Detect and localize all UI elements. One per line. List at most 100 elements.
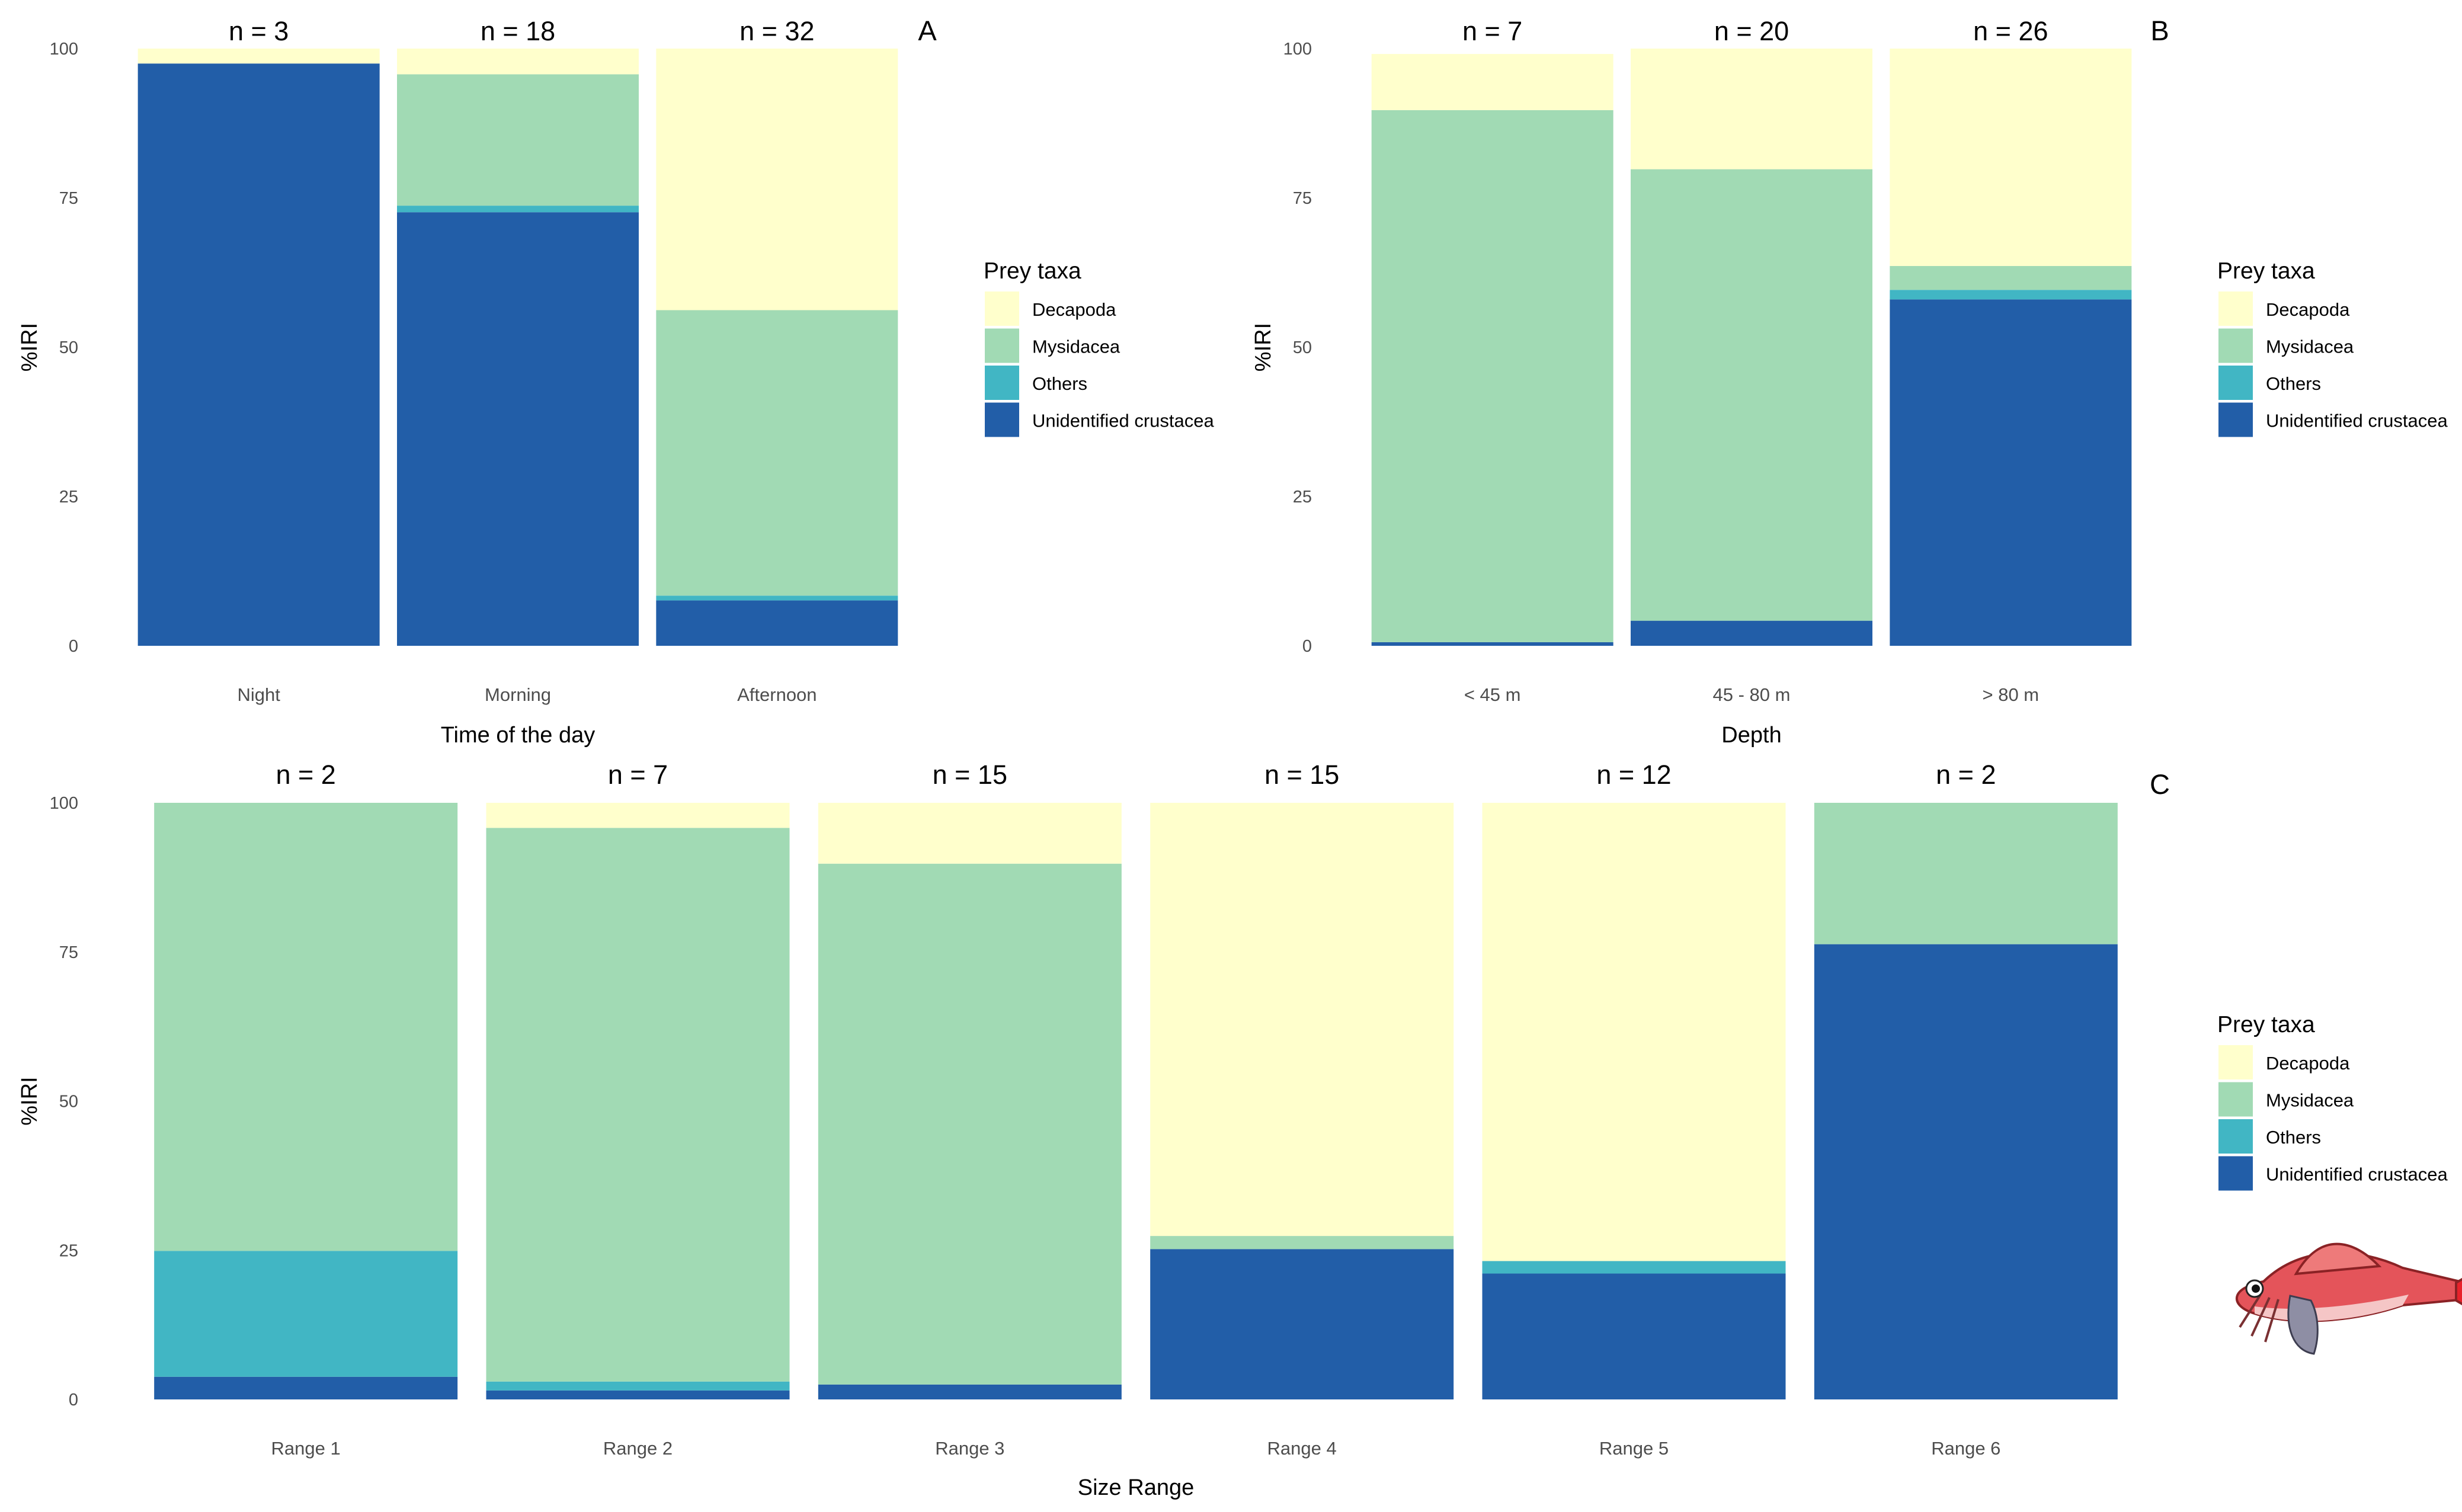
legend-c: Prey taxa Decapoda Mysidacea Others Unidenti… <box>2217 1012 2448 1191</box>
sample-size-label: n = 15 <box>1264 760 1339 790</box>
bar-others <box>154 1251 458 1377</box>
sample-size-label: n = 20 <box>1714 16 1789 46</box>
y-tick-label: 50 <box>59 1093 78 1111</box>
x-tick-label: Range 4 <box>1267 1438 1337 1459</box>
sample-size-label: n = 3 <box>229 16 289 46</box>
bar-others <box>1482 1261 1786 1274</box>
y-tick-label: 0 <box>69 637 78 656</box>
legend-label-others: Others <box>2266 1127 2321 1148</box>
bar-mysidacea <box>486 828 790 1382</box>
x-tick-label: Range 1 <box>271 1438 341 1459</box>
legend-label-unidentified-crustacea: Unidentified crustacea <box>2266 1164 2448 1185</box>
bar-mysidacea <box>818 863 1122 1385</box>
y-tick-label: 75 <box>1293 189 1312 208</box>
red-gurnard-fish-icon <box>2236 1242 2462 1355</box>
legend-swatch-others <box>2218 1119 2253 1154</box>
y-tick-label: 0 <box>1302 637 1312 656</box>
y-tick-label: 25 <box>1293 488 1312 507</box>
bar-mysidacea <box>1150 1236 1454 1250</box>
bar-mysidacea <box>656 310 898 596</box>
legend-swatch-unidentified-crustacea <box>2218 402 2253 437</box>
legend-label-mysidacea: Mysidacea <box>1032 337 1120 357</box>
bar-decapoda <box>397 49 639 75</box>
legend-label-decapoda: Decapoda <box>2266 1053 2350 1074</box>
sample-size-label: n = 2 <box>1936 760 1996 790</box>
x-tick-label: Range 6 <box>1931 1438 2000 1459</box>
bar-others <box>486 1381 790 1391</box>
sample-size-label: n = 32 <box>739 16 814 46</box>
bar-unidentified-crustacea <box>1890 299 2132 646</box>
x-axis-title: Size Range <box>1078 1475 1194 1500</box>
sample-size-label: n = 26 <box>1973 16 2048 46</box>
x-tick-label: Night <box>237 684 280 705</box>
sample-size-label: n = 18 <box>481 16 555 46</box>
legend-label-decapoda: Decapoda <box>1032 299 1116 320</box>
legend-label-others: Others <box>2266 373 2321 394</box>
y-tick-label: 0 <box>69 1391 78 1410</box>
bar-decapoda <box>818 803 1122 864</box>
bar-others <box>1890 290 2132 300</box>
legend-swatch-mysidacea <box>2218 328 2253 363</box>
y-tick-label: 100 <box>50 40 78 59</box>
x-tick-label: > 80 m <box>1983 684 2040 705</box>
sample-size-label: n = 7 <box>1462 16 1522 46</box>
y-tick-label: 50 <box>59 338 78 357</box>
bar-mysidacea <box>1631 169 1872 621</box>
legend-label-mysidacea: Mysidacea <box>2266 1090 2354 1111</box>
bar-decapoda <box>1890 49 2132 266</box>
y-axis-title: %IRI <box>1251 323 1276 371</box>
bar-unidentified-crustacea <box>1482 1273 1786 1399</box>
y-tick-label: 75 <box>59 189 78 208</box>
legend-title: Prey taxa <box>984 258 1081 284</box>
legend-title: Prey taxa <box>2217 258 2315 284</box>
bar-unidentified-crustacea <box>1814 944 2118 1399</box>
x-axis-title: Time of the day <box>441 723 596 748</box>
panel-a: 0 25 50 75 100 %IRI Night n = 3 Morning n = 18 Aft… <box>17 15 937 748</box>
bar-decapoda <box>656 49 898 310</box>
bar-unidentified-crustacea <box>656 600 898 646</box>
legend-label-unidentified-crustacea: Unidentified crustacea <box>1032 411 1214 431</box>
sample-size-label: n = 15 <box>933 760 1007 790</box>
x-axis-title: Depth <box>1721 723 1781 748</box>
y-tick-label: 100 <box>50 794 78 813</box>
bar-mysidacea <box>1814 803 2118 944</box>
y-axis-title: %IRI <box>17 323 42 371</box>
bar-mysidacea <box>1890 265 2132 290</box>
panel-letter: B <box>2150 15 2169 46</box>
bar-mysidacea <box>154 803 458 1251</box>
bar-unidentified-crustacea <box>818 1384 1122 1399</box>
bar-unidentified-crustacea <box>1371 642 1613 646</box>
sample-size-label: n = 2 <box>276 760 335 790</box>
legend-swatch-decapoda <box>985 291 1019 326</box>
x-tick-label: Range 3 <box>935 1438 1004 1459</box>
y-tick-label: 25 <box>59 1241 78 1260</box>
bar-unidentified-crustacea <box>154 1376 458 1399</box>
legend-swatch-mysidacea <box>985 328 1019 363</box>
legend-swatch-others <box>985 366 1019 400</box>
panel-letter: C <box>2150 768 2170 800</box>
panel-c: 0 25 50 75 100 %IRI Range 1 n = 2 Range 2 n = 7 Ra… <box>17 760 2170 1500</box>
bar-mysidacea <box>397 74 639 206</box>
legend-b: Prey taxa Decapoda Mysidacea Others Unidenti… <box>2217 258 2448 437</box>
legend-label-unidentified-crustacea: Unidentified crustacea <box>2266 411 2448 431</box>
bar-decapoda <box>1150 803 1454 1236</box>
y-tick-label: 25 <box>59 488 78 507</box>
bar-unidentified-crustacea <box>1631 620 1872 646</box>
y-tick-label: 75 <box>59 943 78 962</box>
legend-label-decapoda: Decapoda <box>2266 299 2350 320</box>
bar-unidentified-crustacea <box>137 63 380 646</box>
legend-a: Prey taxa Decapoda Mysidacea Others Unidenti… <box>984 258 1214 437</box>
x-tick-label: Morning <box>485 684 551 705</box>
bar-others <box>656 595 898 601</box>
legend-title: Prey taxa <box>2217 1012 2315 1037</box>
legend-swatch-decapoda <box>2218 1045 2253 1079</box>
panel-b: 0 25 50 75 100 %IRI < 45 m n = 7 45 - 80 m n = 20… <box>1251 15 2169 748</box>
x-tick-label: Range 5 <box>1599 1438 1669 1459</box>
panel-letter: A <box>918 15 937 46</box>
x-tick-label: < 45 m <box>1464 684 1521 705</box>
legend-swatch-unidentified-crustacea <box>2218 1156 2253 1191</box>
legend-label-mysidacea: Mysidacea <box>2266 337 2354 357</box>
bar-unidentified-crustacea <box>486 1390 790 1399</box>
y-tick-label: 100 <box>1283 40 1312 59</box>
